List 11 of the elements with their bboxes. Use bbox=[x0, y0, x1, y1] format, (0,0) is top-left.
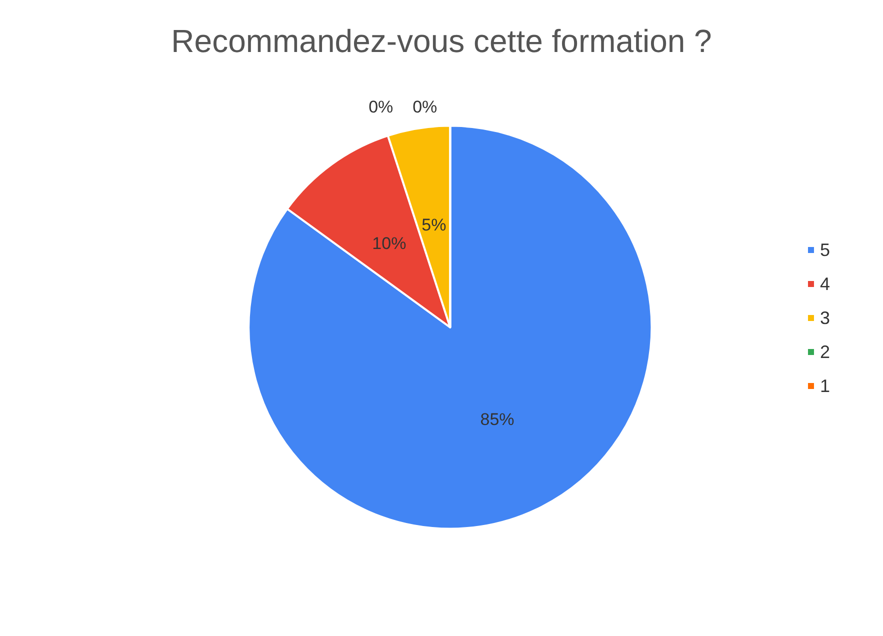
data-label: 10% bbox=[372, 234, 406, 253]
legend-label: 5 bbox=[820, 240, 830, 260]
legend-label: 4 bbox=[820, 274, 830, 294]
legend-label: 1 bbox=[820, 376, 830, 396]
data-label: 85% bbox=[480, 410, 514, 430]
legend-label: 3 bbox=[820, 308, 830, 328]
chart-title: Recommandez-vous cette formation ? bbox=[171, 23, 712, 59]
data-label: 5% bbox=[422, 215, 446, 234]
legend-label: 2 bbox=[820, 342, 830, 362]
text: 0% bbox=[412, 97, 438, 116]
text: 0% bbox=[368, 97, 394, 116]
